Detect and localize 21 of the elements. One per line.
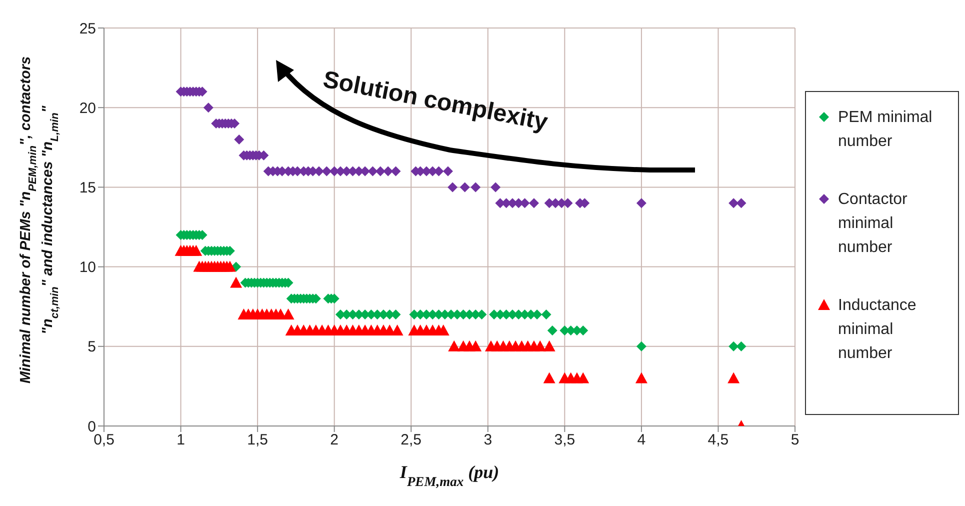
legend-label: Inductance minimal number — [838, 296, 918, 364]
y-tick-label: 20 — [79, 100, 96, 117]
x-tick-label: 2,5 — [400, 432, 422, 449]
x-tick-label: 4,5 — [708, 432, 729, 449]
x-axis-title: I$_{PEM,max}$ (pu) — [398, 462, 500, 488]
y-tick-label: 0 — [88, 418, 96, 436]
annotation: Solution complexity — [320, 66, 550, 137]
y-tick-label: 25 — [79, 20, 96, 38]
legend-label: Contactor minimal number — [838, 190, 908, 258]
x-tick-label: 1 — [176, 432, 185, 449]
legend-label: PEM minimal number — [838, 108, 934, 152]
y-tick-label: 10 — [79, 259, 96, 276]
y-tick-label: 15 — [79, 180, 96, 197]
x-tick-label: 3,5 — [554, 432, 576, 449]
x-tick-label: 2 — [330, 432, 339, 449]
x-tick-label: 3 — [484, 432, 492, 449]
x-tick-label: 0,5 — [94, 432, 114, 449]
y-tick-label: 5 — [88, 338, 96, 356]
x-tick-label: 5 — [790, 432, 800, 449]
x-tick-label: 1,5 — [247, 432, 268, 449]
x-tick-label: 4 — [637, 432, 646, 449]
